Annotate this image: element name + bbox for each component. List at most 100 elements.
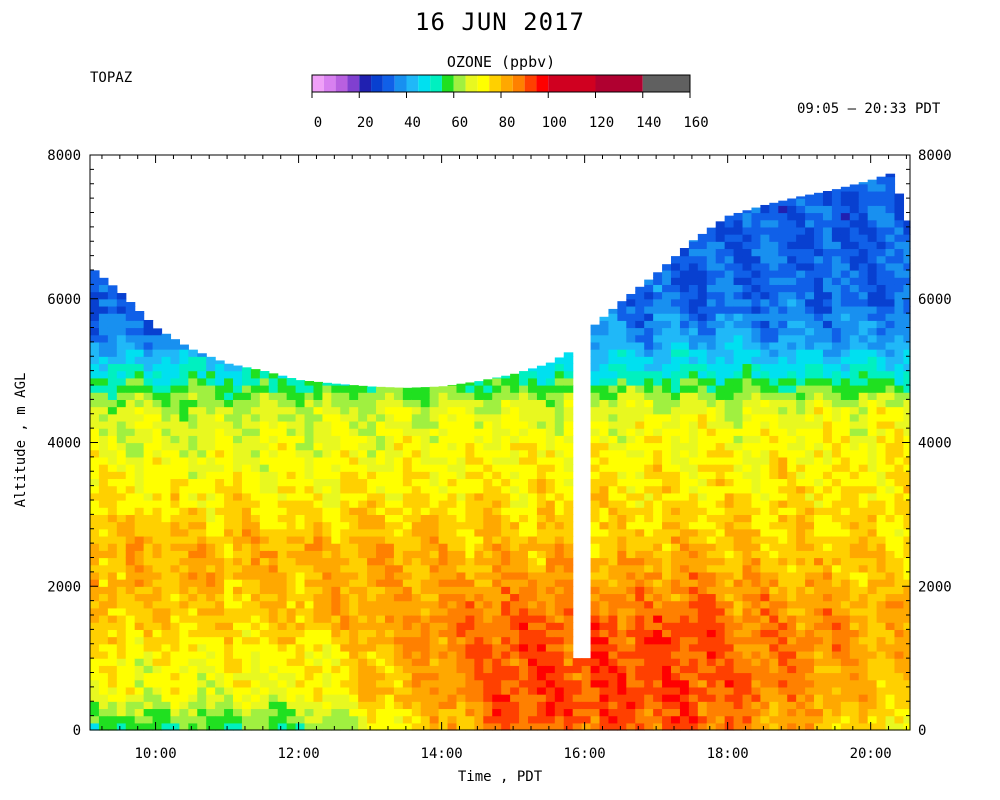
ozone-cell bbox=[277, 420, 288, 429]
ozone-cell bbox=[161, 607, 172, 616]
ozone-cell bbox=[98, 679, 109, 688]
ozone-cell bbox=[322, 528, 332, 537]
ozone-cell bbox=[241, 658, 252, 666]
ozone-cell bbox=[679, 406, 690, 415]
ozone-cell bbox=[206, 557, 216, 566]
ozone-cell bbox=[545, 521, 556, 530]
ozone-cell bbox=[760, 385, 770, 393]
ozone-cell bbox=[107, 615, 118, 623]
ozone-cell bbox=[429, 535, 440, 544]
ozone-cell bbox=[447, 528, 458, 537]
ozone-cell bbox=[563, 535, 574, 544]
ozone-cell bbox=[510, 629, 520, 638]
ozone-cell bbox=[599, 334, 610, 343]
ozone-cell bbox=[98, 449, 109, 458]
ozone-cell bbox=[411, 636, 422, 645]
ozone-cell bbox=[858, 270, 869, 278]
ozone-cell bbox=[724, 248, 735, 257]
ozone-cell bbox=[769, 586, 779, 595]
ozone-cell bbox=[286, 694, 297, 702]
ozone-cell bbox=[805, 428, 815, 436]
ozone-cell bbox=[98, 478, 109, 487]
ozone-cell bbox=[116, 535, 127, 544]
ozone-cell bbox=[376, 586, 386, 595]
ozone-cell bbox=[778, 622, 788, 630]
ozone-cell bbox=[143, 629, 154, 638]
ozone-cell bbox=[510, 464, 520, 472]
ozone-cell bbox=[188, 507, 198, 515]
ozone-cell bbox=[402, 456, 413, 465]
ozone-cell bbox=[349, 571, 359, 580]
ozone-cell bbox=[599, 406, 610, 415]
ozone-cell bbox=[545, 665, 556, 674]
ozone-cell bbox=[706, 694, 717, 702]
ozone-cell bbox=[322, 615, 332, 623]
ozone-cell bbox=[98, 284, 109, 293]
ozone-cell bbox=[349, 514, 359, 523]
ozone-cell bbox=[331, 593, 341, 602]
ozone-cell bbox=[563, 428, 574, 436]
ozone-cell bbox=[384, 607, 395, 616]
ozone-cell bbox=[143, 636, 154, 645]
ozone-cell bbox=[456, 485, 467, 494]
ozone-cell bbox=[778, 377, 788, 386]
ozone-cell bbox=[125, 722, 136, 731]
ozone-cell bbox=[134, 456, 145, 465]
ozone-cell bbox=[760, 349, 770, 357]
ozone-cell bbox=[268, 420, 279, 429]
ozone-cell bbox=[769, 428, 779, 436]
ozone-cell bbox=[733, 248, 744, 257]
ozone-cell bbox=[644, 650, 654, 659]
ozone-cell bbox=[125, 607, 136, 616]
ozone-cell bbox=[599, 507, 610, 515]
ozone-cell bbox=[706, 334, 717, 343]
ozone-cell bbox=[116, 449, 127, 458]
ozone-cell bbox=[179, 442, 189, 451]
ozone-cell bbox=[733, 334, 744, 343]
ozone-cell bbox=[814, 284, 824, 293]
ozone-cell bbox=[644, 715, 654, 724]
ozone-cell bbox=[519, 535, 529, 544]
ozone-cell bbox=[116, 442, 127, 451]
ozone-cell bbox=[349, 500, 359, 508]
ozone-cell bbox=[170, 564, 180, 573]
ozone-cell bbox=[769, 377, 779, 386]
ozone-cell bbox=[519, 413, 529, 422]
ozone-cell bbox=[706, 413, 717, 422]
ozone-cell bbox=[393, 521, 404, 530]
ozone-cell bbox=[376, 694, 386, 702]
ozone-cell bbox=[706, 643, 717, 652]
ozone-cell bbox=[733, 500, 744, 508]
ozone-cell bbox=[554, 629, 565, 638]
ozone-cell bbox=[742, 571, 753, 580]
ozone-cell bbox=[90, 586, 100, 595]
ozone-cell bbox=[751, 485, 761, 494]
ozone-cell bbox=[215, 600, 225, 609]
ozone-cell bbox=[769, 241, 779, 250]
ozone-cell bbox=[787, 442, 797, 451]
ozone-cell bbox=[358, 650, 368, 659]
ozone-cell bbox=[679, 514, 690, 523]
ozone-cell bbox=[831, 270, 842, 278]
ozone-cell bbox=[224, 658, 234, 666]
ozone-cell bbox=[626, 579, 636, 587]
ozone-cell bbox=[384, 622, 395, 630]
ozone-cell bbox=[286, 607, 297, 616]
ozone-cell bbox=[465, 715, 475, 724]
ozone-cell bbox=[778, 219, 788, 228]
ozone-cell bbox=[233, 464, 243, 472]
ozone-cell bbox=[107, 665, 118, 674]
ozone-cell bbox=[769, 593, 779, 602]
ozone-cell bbox=[733, 615, 744, 623]
ozone-cell bbox=[822, 636, 833, 645]
ozone-cell bbox=[98, 507, 109, 515]
ozone-cell bbox=[474, 385, 484, 393]
ozone-cell bbox=[152, 600, 163, 609]
ozone-cell bbox=[474, 442, 484, 451]
ozone-cell bbox=[563, 464, 574, 472]
ozone-cell bbox=[653, 607, 663, 616]
ozone-cell bbox=[313, 428, 324, 436]
ozone-cell bbox=[644, 449, 654, 458]
ozone-cell bbox=[805, 392, 815, 400]
ozone-cell bbox=[116, 593, 127, 602]
